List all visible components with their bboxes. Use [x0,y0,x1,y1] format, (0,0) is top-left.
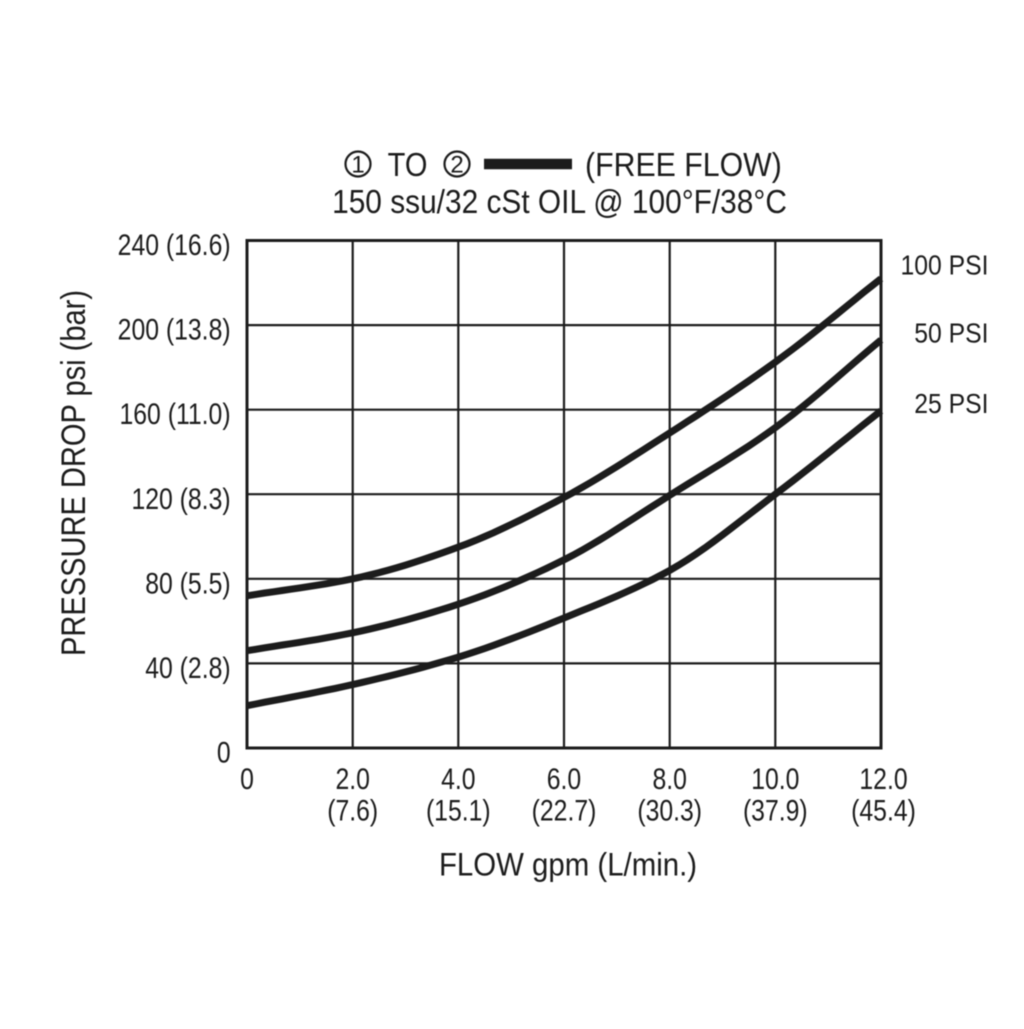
svg-text:4.0: 4.0 [441,762,475,796]
svg-text:0: 0 [240,762,254,796]
svg-text:(7.6): (7.6) [327,793,378,827]
svg-text:(FREE FLOW): (FREE FLOW) [585,146,782,184]
svg-text:150 ssu/32 cSt OIL @ 100°F/38°: 150 ssu/32 cSt OIL @ 100°F/38°C [332,184,787,221]
svg-text:(45.4): (45.4) [851,793,916,827]
svg-text:TO: TO [388,146,428,183]
svg-text:40 (2.8): 40 (2.8) [145,651,230,685]
svg-text:FLOW gpm (L/min.): FLOW gpm (L/min.) [439,846,697,883]
svg-text:1: 1 [351,152,364,179]
svg-text:(15.1): (15.1) [426,793,491,827]
svg-text:100 PSI: 100 PSI [900,249,988,281]
svg-text:240 (16.6): 240 (16.6) [118,228,231,262]
svg-text:8.0: 8.0 [652,762,686,796]
svg-text:PRESSURE DROP psi (bar): PRESSURE DROP psi (bar) [54,290,93,656]
svg-text:(22.7): (22.7) [532,793,597,827]
svg-text:12.0: 12.0 [859,762,907,796]
svg-text:2: 2 [450,152,463,179]
svg-text:200 (13.8): 200 (13.8) [118,313,231,347]
svg-text:80 (5.5): 80 (5.5) [145,566,230,600]
svg-text:25 PSI: 25 PSI [914,388,988,420]
svg-text:160 (11.0): 160 (11.0) [119,397,230,431]
svg-text:50 PSI: 50 PSI [914,317,988,349]
svg-text:6.0: 6.0 [547,762,581,796]
svg-text:0: 0 [217,735,231,769]
svg-text:10.0: 10.0 [751,762,799,796]
svg-text:2.0: 2.0 [335,762,369,796]
svg-text:120 (8.3): 120 (8.3) [131,482,230,516]
svg-text:(30.3): (30.3) [637,793,702,827]
svg-text:(37.9): (37.9) [743,793,808,827]
